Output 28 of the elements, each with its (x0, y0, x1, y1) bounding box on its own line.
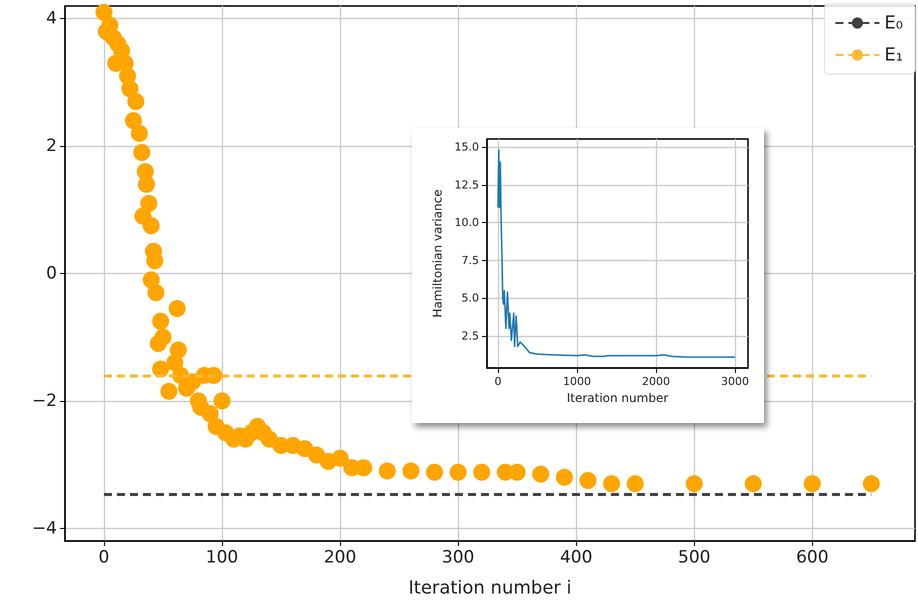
x-tick-label: 3000 (720, 375, 749, 388)
x-tick-label: 100 (206, 548, 238, 568)
x-tick-label: 400 (560, 548, 592, 568)
x-tick-label: 1000 (562, 375, 591, 388)
y-tick-label: 7.5 (462, 254, 479, 267)
legend-label: E₀ (884, 12, 904, 34)
x-tick-label: 300 (442, 548, 474, 568)
x-tick-label: 500 (678, 548, 710, 568)
y-tick-label: 5.0 (462, 292, 479, 305)
y-tick-label: 10.0 (454, 216, 479, 230)
x-axis-title: Iteration number (566, 390, 668, 405)
y-tick-label: 15.0 (454, 140, 479, 154)
x-tick-label: 200 (324, 548, 356, 568)
x-axis-title: Iteration number i (408, 578, 572, 598)
y-tick-label: −2 (32, 390, 57, 411)
y-tick-label: 2.5 (462, 329, 479, 342)
y-tick-label: 0 (46, 264, 57, 284)
line-series (497, 149, 736, 358)
y-tick-label: −4 (32, 518, 57, 538)
y-tick-label: 12.5 (454, 178, 479, 192)
legend-label: E₁ (884, 44, 904, 66)
x-tick-label: 0 (98, 548, 110, 568)
y-tick-label: 2 (46, 136, 57, 156)
x-tick-label: 2000 (642, 375, 670, 388)
x-tick-label: 600 (796, 548, 829, 568)
x-tick-label: 0 (494, 375, 502, 388)
y-axis-title: Hamiltonian variance (430, 189, 445, 318)
y-tick-label: 4 (46, 8, 57, 29)
